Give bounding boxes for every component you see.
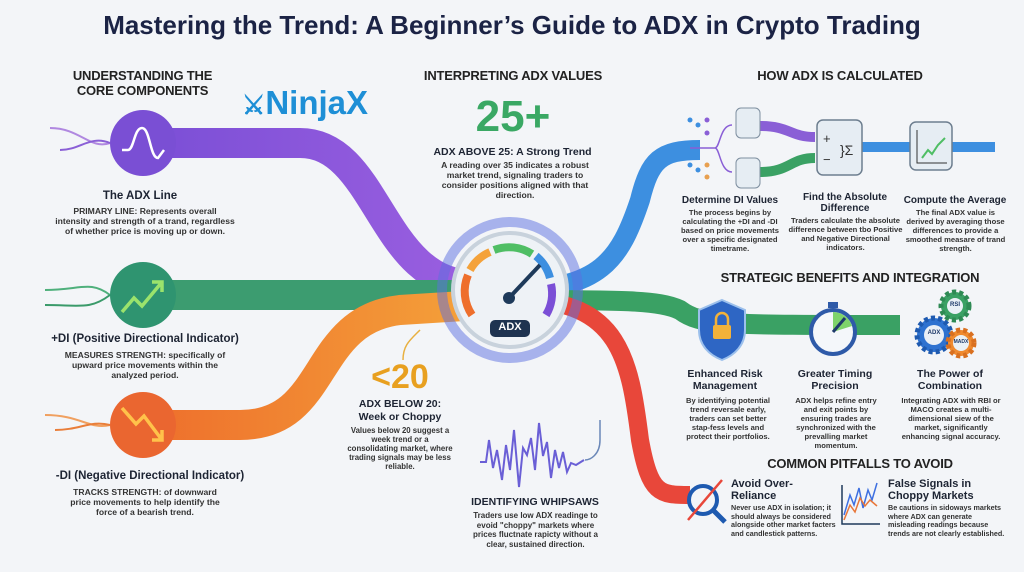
step-2-desc: Traders calculate the absolute differenc… xyxy=(788,216,903,252)
below-value: <20 xyxy=(371,358,429,396)
adx-line-desc: PRIMARY LINE: Represents overall intensi… xyxy=(55,206,235,236)
page-title: Mastering the Trend: A Beginner’s Guide … xyxy=(103,10,921,40)
svg-text:}Σ: }Σ xyxy=(840,142,854,158)
interpreting-heading: INTERPRETING ADX VALUES xyxy=(423,68,603,83)
step-3-desc: The final ADX value is derived by averag… xyxy=(905,208,1006,253)
above-desc: A reading over 35 indicates a robust mar… xyxy=(441,160,589,200)
svg-text:+: + xyxy=(823,131,831,146)
trend-up-icon xyxy=(110,262,176,328)
choppy-chart-icon xyxy=(841,485,880,525)
benefits-heading: STRATEGIC BENEFITS AND INTEGRATION xyxy=(720,270,980,285)
step-1-desc: The process begins by calculating the +D… xyxy=(681,208,779,253)
plus-di-desc: MEASURES STRENGTH: specifically of upwar… xyxy=(64,350,226,380)
orange-band xyxy=(150,290,481,440)
whipsaws-title: IDENTIFYING WHIPSAWS xyxy=(471,496,599,508)
gauge-icon xyxy=(437,217,583,363)
benefit-3-title: The Power of Combination xyxy=(917,368,983,392)
below-title: ADX BELOW 20: Week or Choppy xyxy=(358,398,442,423)
above-value: 25+ xyxy=(475,92,551,141)
no-magnifier-icon xyxy=(687,484,719,516)
benefit-2-desc: ADX helps refine entry and exit points b… xyxy=(795,396,877,450)
connector-lines xyxy=(44,127,111,431)
gear-label-adx: ADX xyxy=(927,330,941,336)
step-1-title: Determine DI Values xyxy=(681,195,779,206)
pitfalls-heading: COMMON PITFALLS TO AVOID xyxy=(767,456,953,471)
benefit-2-title: Greater Timing Precision xyxy=(797,368,873,392)
pitfall-2-title: False Signals in Choppy Markets xyxy=(888,478,974,502)
minus-di-desc: TRACKS STRENGTH: of downward price movem… xyxy=(70,487,220,517)
adx-line-title: The ADX Line xyxy=(102,190,178,202)
benefit-1-desc: By identifying potential trend reversale… xyxy=(686,396,770,441)
gear-label-rsi: RSI xyxy=(949,302,960,308)
components-heading: UNDERSTANDING THE CORE COMPONENTS xyxy=(72,68,213,98)
green-band-right xyxy=(509,290,901,335)
ninjax-logo: ⚔NinjaX xyxy=(242,84,369,121)
pitfall-icons xyxy=(687,479,880,525)
gears-icon xyxy=(914,289,977,359)
svg-text:−: − xyxy=(823,152,831,167)
pitfall-1-desc: Never use ADX in isolation; it should al… xyxy=(731,503,836,538)
benefit-1-title: Enhanced Risk Management xyxy=(687,368,763,392)
calculation-heading: HOW ADX IS CALCULATED xyxy=(757,68,923,83)
whipsaw-wave xyxy=(480,422,585,488)
benefit-3-desc: Integrating ADX with RBI or MACO creates… xyxy=(901,396,1001,441)
step-2-title: Find the Absolute Difference xyxy=(802,192,888,214)
gauge-label: ADX xyxy=(498,321,522,333)
plus-di-title: +DI (Positive Directional Indicator) xyxy=(51,333,239,345)
whipsaws-desc: Traders use low ADX readinge to evoid "c… xyxy=(473,511,598,549)
pitfall-1-title: Avoid Over-Reliance xyxy=(731,478,793,502)
above-title: ADX ABOVE 25: A Strong Trend xyxy=(433,146,592,158)
calc-icons: + −}Σ xyxy=(687,107,995,189)
pitfall-2-desc: Be cautions in sidoways markets where AD… xyxy=(888,503,1005,538)
minus-di-title: -DI (Negative Directional Indicator) xyxy=(55,470,245,482)
gear-label-madx: MADX xyxy=(953,339,969,345)
benefit-icons xyxy=(698,289,977,362)
trend-down-icon xyxy=(110,392,176,458)
below-connector xyxy=(402,329,421,361)
wave-icon xyxy=(110,110,176,176)
below-desc: Values below 20 suggest a week trend or … xyxy=(347,426,453,471)
step-3-title: Compute the Average xyxy=(903,195,1007,206)
